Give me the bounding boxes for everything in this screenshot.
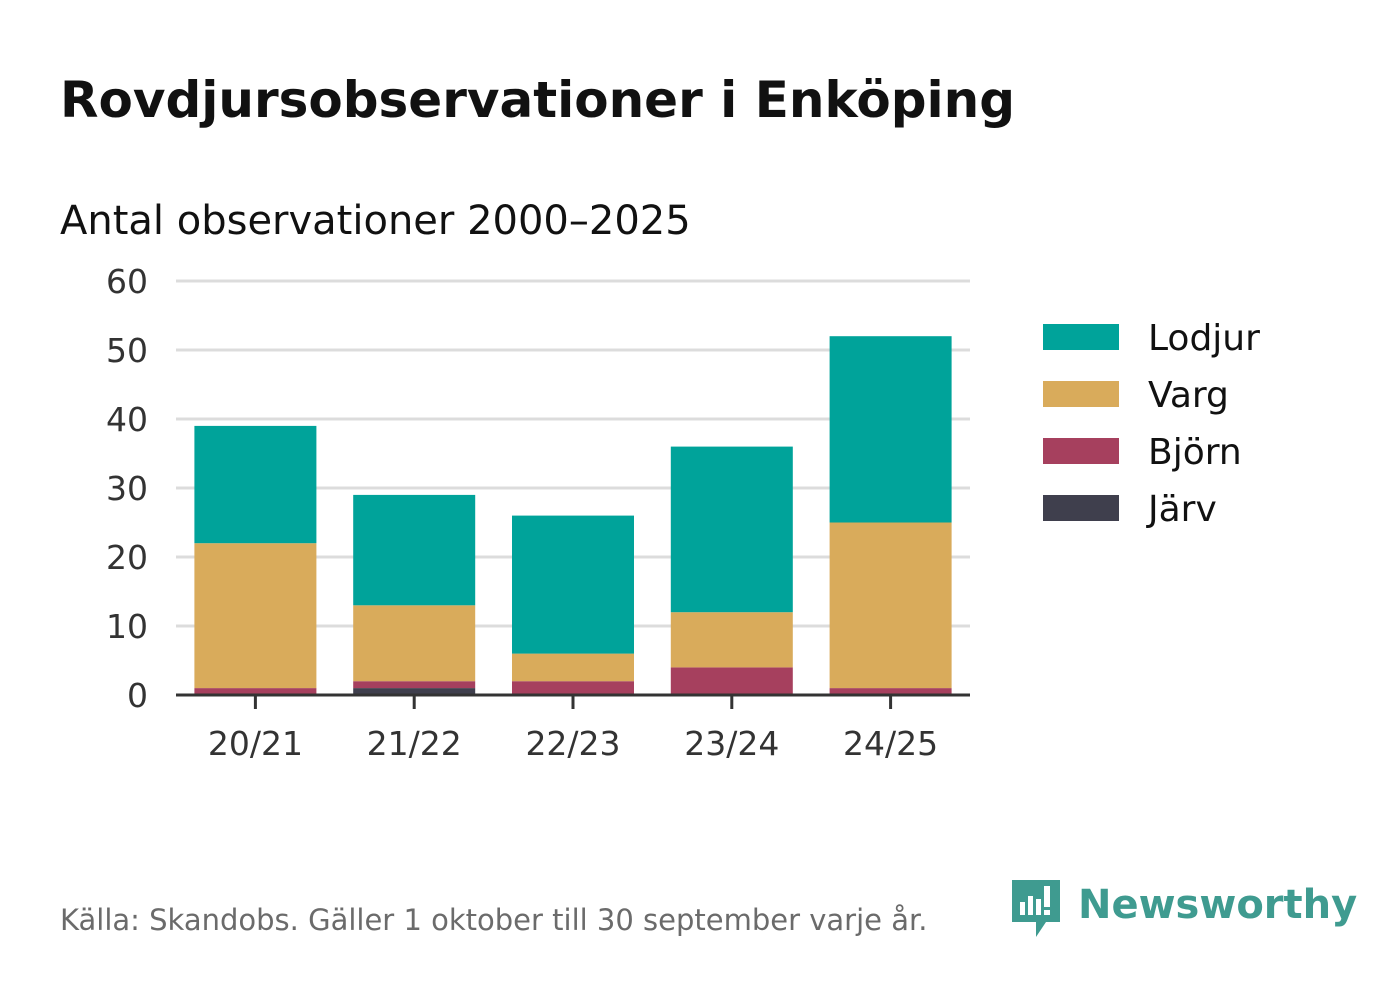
bar-lodjur-20-21 bbox=[194, 425, 317, 544]
chart-subtitle: Antal observationer 2000–2025 bbox=[60, 198, 691, 244]
x-tick-label: 22/23 bbox=[525, 724, 620, 763]
source-note: Källa: Skandobs. Gäller 1 oktober till 3… bbox=[60, 903, 927, 937]
brand-name: Newsworthy bbox=[1078, 882, 1357, 928]
newsworthy-logo-icon bbox=[1012, 880, 1060, 937]
y-tick-label: 10 bbox=[106, 607, 148, 646]
bar-björn-23-24 bbox=[670, 667, 793, 695]
x-axis bbox=[176, 693, 970, 709]
y-tick-label: 0 bbox=[127, 676, 148, 715]
bar-järv-21-22 bbox=[353, 688, 476, 695]
x-axis-ticks: 20/21 21/22 22/23 23/24 24/25 bbox=[208, 724, 938, 763]
bar-varg-24-25 bbox=[829, 522, 952, 689]
bars bbox=[194, 336, 952, 695]
legend-swatch-järv bbox=[1043, 495, 1119, 521]
legend-swatch-lodjur bbox=[1043, 324, 1119, 350]
y-tick-label: 60 bbox=[106, 262, 148, 301]
legend-label-järv: Järv bbox=[1146, 489, 1217, 530]
bar-lodjur-22-23 bbox=[512, 515, 634, 654]
y-tick-label: 20 bbox=[106, 538, 148, 577]
bar-varg-23-24 bbox=[670, 612, 793, 668]
legend-swatch-björn bbox=[1043, 438, 1119, 464]
bar-varg-22-23 bbox=[512, 653, 634, 682]
legend-label-lodjur: Lodjur bbox=[1148, 318, 1260, 359]
legend-label-varg: Varg bbox=[1148, 375, 1229, 416]
legend-label-björn: Björn bbox=[1148, 432, 1242, 473]
y-tick-label: 50 bbox=[106, 331, 148, 370]
bar-björn-24-25 bbox=[829, 688, 952, 695]
x-tick-label: 23/24 bbox=[684, 724, 779, 763]
y-tick-label: 40 bbox=[106, 400, 148, 439]
bar-lodjur-21-22 bbox=[353, 494, 476, 606]
x-tick-label: 24/25 bbox=[843, 724, 938, 763]
legend: Lodjur Varg Björn Järv bbox=[1043, 318, 1260, 530]
legend-swatch-varg bbox=[1043, 381, 1119, 407]
bar-varg-20-21 bbox=[194, 543, 317, 689]
bar-björn-21-22 bbox=[353, 681, 476, 689]
bar-lodjur-24-25 bbox=[829, 336, 952, 523]
x-tick-label: 21/22 bbox=[367, 724, 462, 763]
y-tick-label: 30 bbox=[106, 469, 148, 508]
y-axis-ticks: 0 10 20 30 40 50 60 bbox=[106, 262, 148, 715]
bar-björn-20-21 bbox=[194, 688, 317, 695]
bar-varg-21-22 bbox=[353, 605, 476, 682]
chart-title: Rovdjursobservationer i Enköping bbox=[60, 71, 1015, 129]
bar-björn-22-23 bbox=[512, 681, 634, 695]
x-tick-label: 20/21 bbox=[208, 724, 303, 763]
newsworthy-logo: Newsworthy bbox=[1012, 880, 1357, 937]
bar-lodjur-23-24 bbox=[670, 446, 793, 613]
